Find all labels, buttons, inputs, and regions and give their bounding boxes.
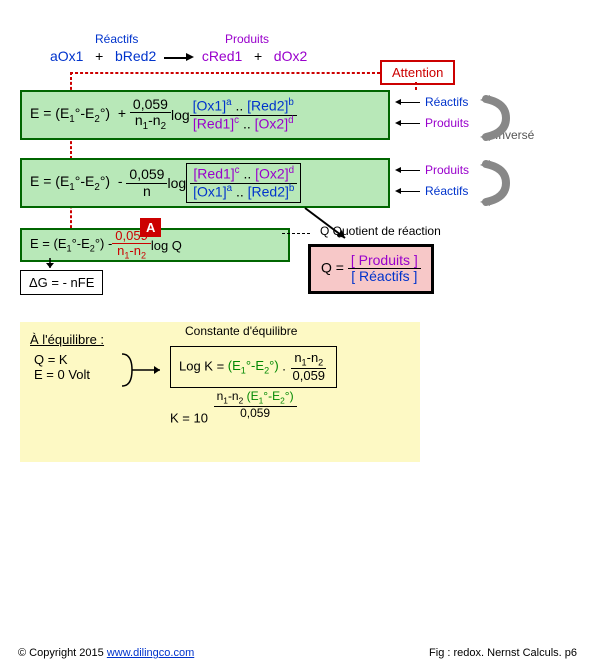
footer-link[interactable]: www.dilingco.com: [107, 647, 194, 659]
eq2-text: E = (E1°-E2°) -: [30, 173, 126, 193]
term-cred1: cRed1: [202, 48, 242, 64]
term-dox2: dOx2: [274, 48, 307, 64]
eq2-ratio-boxed: [Red1]c .. [Ox2]d [Ox1]a .. [Red2]b: [186, 163, 301, 202]
term-aox1: aOx1: [50, 48, 83, 64]
side-reactifs-2: Réactifs: [425, 184, 468, 198]
logk-box: Log K = (E1°-E2°) . n1-n2 0,059: [170, 346, 337, 388]
dash-connector: [415, 82, 417, 90]
arrow-icon: [400, 123, 420, 124]
reactifs-label: Réactifs: [95, 32, 138, 46]
arrow-icon: [400, 191, 420, 192]
q-lhs: Q =: [321, 260, 348, 276]
k-const-label: Constante d'équilibre: [185, 324, 297, 338]
attention-box: Attention: [380, 60, 455, 85]
eq1-log: log: [171, 107, 190, 123]
k-equation: K = 10 n1-n2 (E1°-E2°) 0,059: [170, 404, 295, 434]
q-definition-box: Q = [ Produits ] [ Réactifs ]: [308, 244, 434, 294]
side-produits-2: Produits: [425, 163, 469, 177]
footer-figure-label: Fig : redox. Nernst Calculs. p6: [429, 647, 577, 659]
produits-label: Produits: [225, 32, 269, 46]
arrow-icon: [400, 102, 420, 103]
arrow-dg-icon: [40, 258, 60, 274]
arrow-icon: [400, 170, 420, 171]
eq2-log: log: [167, 175, 186, 191]
side-produits-1: Produits: [425, 116, 469, 130]
dash-connector: [70, 72, 380, 74]
plus-2: +: [246, 48, 270, 64]
eq1-ratio: [Ox1]a .. [Red2]b [Red1]c .. [Ox2]d: [190, 98, 297, 131]
equil-e0: E = 0 Volt: [34, 367, 90, 382]
plus-1: +: [87, 48, 111, 64]
brace-arrow-icon: [118, 352, 168, 388]
badge-a: A: [140, 218, 161, 237]
swap-arrows-icon: [478, 95, 518, 141]
equilibrium-panel: À l'équilibre : Q = K E = 0 Volt Constan…: [20, 322, 420, 462]
eq3-text: E = (E1°-E2°) -: [30, 236, 112, 254]
equil-qk: Q = K: [34, 352, 90, 367]
nernst-equation-2: E = (E1°-E2°) - 0,059 n log [Red1]c .. […: [20, 158, 390, 208]
eq1-text: E = (E1°-E2°) +: [30, 105, 130, 125]
eq1-const-frac: 0,059 n1-n2: [130, 97, 171, 133]
delta-g-box: ΔG = - nFE: [20, 270, 103, 295]
nernst-equation-1: E = (E1°-E2°) + 0,059 n1-n2 log [Ox1]a .…: [20, 90, 390, 140]
swap-arrows-icon: [478, 160, 518, 206]
term-bred2: bRed2: [115, 48, 156, 64]
footer-copyright: © Copyright 2015 www.dilingco.com: [18, 647, 194, 659]
side-reactifs-1: Réactifs: [425, 95, 468, 109]
arrow-to-q-icon: [300, 206, 360, 246]
q-frac: [ Produits ] [ Réactifs ]: [348, 253, 421, 285]
eq2-const-frac: 0,059 n: [126, 167, 167, 199]
eq3-logq: log Q: [151, 238, 182, 253]
reaction-equation: aOx1 + bRed2 cRed1 + dOx2: [50, 48, 307, 64]
